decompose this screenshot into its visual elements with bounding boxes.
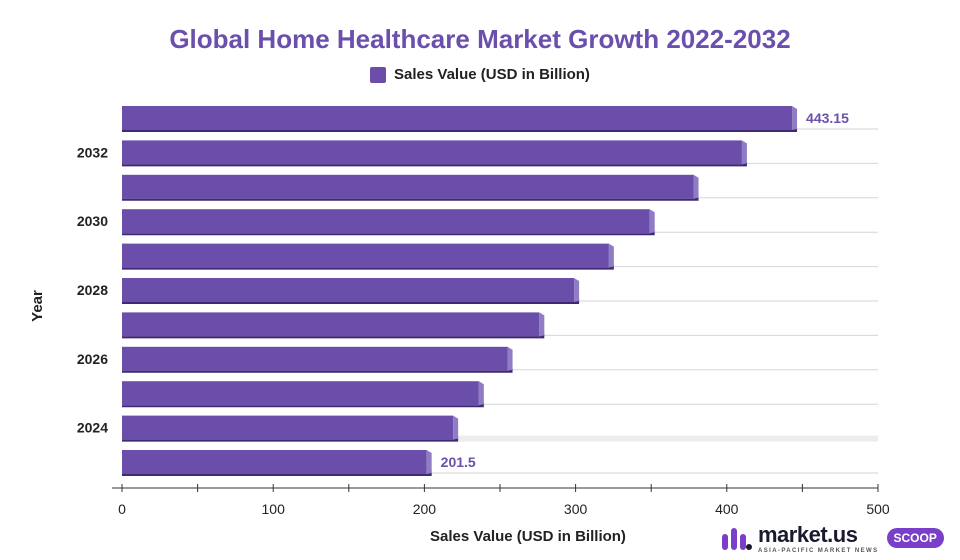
bar-side: [478, 381, 484, 406]
y-tick-label: 2028: [77, 282, 108, 298]
bar-2030: [122, 209, 655, 236]
brand-logo: market.us ASIA-PACIFIC MARKET NEWS SCOOP: [720, 524, 944, 554]
bar-2031: [122, 174, 699, 201]
bar-shadow: [122, 161, 747, 167]
x-tick-label: 400: [715, 501, 739, 517]
x-tick-label: 100: [262, 501, 286, 517]
bar-side: [453, 415, 459, 440]
chart-title: Global Home Healthcare Market Growth 202…: [169, 24, 791, 54]
bar-2024: [122, 415, 459, 442]
bar-shadow: [122, 333, 545, 339]
floor-shade: [122, 435, 878, 442]
y-tick-label: 2030: [77, 213, 108, 229]
bar-shadow: [122, 230, 655, 236]
bar-side: [574, 278, 580, 302]
y-tick-label: 2026: [77, 351, 108, 367]
bar-side: [539, 312, 545, 337]
bar-shadow: [122, 436, 459, 442]
bar-2028: [122, 278, 580, 304]
bar-shadow: [122, 127, 798, 132]
bar-face: [122, 450, 427, 474]
bar-2023: [122, 450, 432, 476]
bar-2032: [122, 140, 747, 167]
bar-face: [122, 278, 575, 302]
bar-side: [507, 346, 513, 371]
brand-tagline: ASIA-PACIFIC MARKET NEWS: [758, 548, 879, 554]
bar-face: [122, 381, 479, 406]
x-tick-label: 200: [413, 501, 437, 517]
brand-badge: SCOOP: [886, 528, 944, 548]
x-tick-label: 0: [118, 501, 126, 517]
bar-shadow: [122, 471, 432, 476]
bar-face: [122, 209, 650, 234]
bar-shadow: [122, 299, 580, 304]
bar-face: [122, 415, 454, 440]
data-label: 443.15: [806, 110, 849, 126]
bar-side: [741, 140, 747, 165]
bar-shadow: [122, 367, 513, 373]
brand-name: market.us: [758, 522, 858, 547]
bar-2029: [122, 243, 614, 270]
bar-face: [122, 243, 609, 268]
bar-face: [122, 106, 793, 130]
bar-side: [649, 209, 655, 234]
x-axis-title: Sales Value (USD in Billion): [430, 528, 626, 545]
bar-side: [792, 106, 798, 130]
bar-2033: [122, 106, 798, 132]
brand-logo-icon: [722, 528, 752, 550]
bar-face: [122, 140, 742, 165]
y-axis-title: Year: [29, 290, 46, 322]
y-tick-label: 2032: [77, 144, 108, 160]
x-tick-label: 300: [564, 501, 588, 517]
bar-2027: [122, 312, 545, 339]
bar-side: [608, 243, 614, 268]
y-tick-label: 2024: [77, 420, 108, 436]
bar-side: [693, 174, 699, 199]
data-label: 201.5: [441, 454, 476, 470]
legend-swatch: [370, 66, 387, 83]
bar-shadow: [122, 402, 484, 408]
bar-shadow: [122, 195, 699, 201]
bar-face: [122, 346, 508, 371]
bar-shadow: [122, 264, 614, 270]
legend: Sales Value (USD in Billion): [0, 66, 960, 83]
bar-face: [122, 174, 694, 199]
x-tick-label: 500: [866, 501, 890, 517]
bar-face: [122, 312, 540, 337]
legend-label: Sales Value (USD in Billion): [394, 66, 590, 83]
bar-side: [426, 450, 432, 474]
bar-2026: [122, 346, 513, 373]
bar-2025: [122, 381, 484, 408]
